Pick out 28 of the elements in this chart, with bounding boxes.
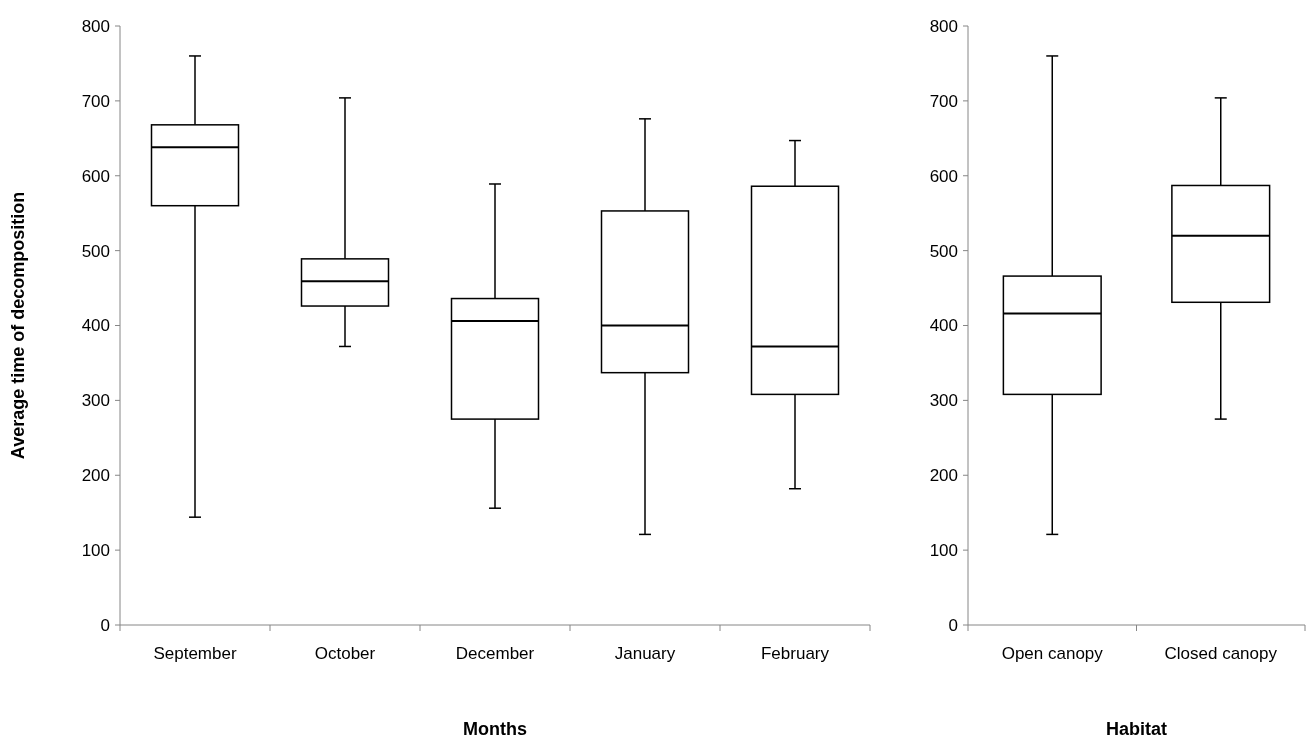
x-tick-label: October	[314, 644, 376, 663]
x-tick-label: February	[760, 644, 830, 663]
x-tick-label: Open canopy	[1001, 644, 1104, 663]
y-tick-label: 300	[929, 391, 958, 411]
y-tick-label: 100	[929, 541, 958, 561]
x-axis-title: Months	[463, 719, 527, 739]
y-tick-label: 500	[929, 241, 958, 261]
y-tick-label: 700	[929, 91, 958, 111]
x-tick-label: December	[455, 644, 535, 663]
x-axis-title: Habitat	[1105, 719, 1168, 739]
x-tick-label: Closed canopy	[1164, 644, 1278, 663]
x-tick-label: January	[614, 644, 676, 663]
y-tick-label: 200	[81, 466, 110, 486]
x-tick-label: September	[153, 644, 237, 663]
y-tick-label: 800	[81, 16, 110, 36]
y-tick-label: 200	[929, 466, 958, 486]
y-tick-label: 400	[81, 316, 110, 336]
y-tick-label: 600	[929, 166, 958, 186]
y-tick-label: 0	[100, 615, 110, 635]
y-tick-label: 800	[929, 16, 958, 36]
y-tick-label: 100	[81, 541, 110, 561]
y-tick-label: 600	[81, 166, 110, 186]
y-tick-label: 400	[929, 316, 958, 336]
y-axis-title: Average time of decomposition	[8, 191, 28, 460]
y-tick-label: 0	[948, 615, 958, 635]
y-tick-label: 300	[81, 391, 110, 411]
y-tick-label: 500	[81, 241, 110, 261]
y-tick-label: 700	[81, 91, 110, 111]
